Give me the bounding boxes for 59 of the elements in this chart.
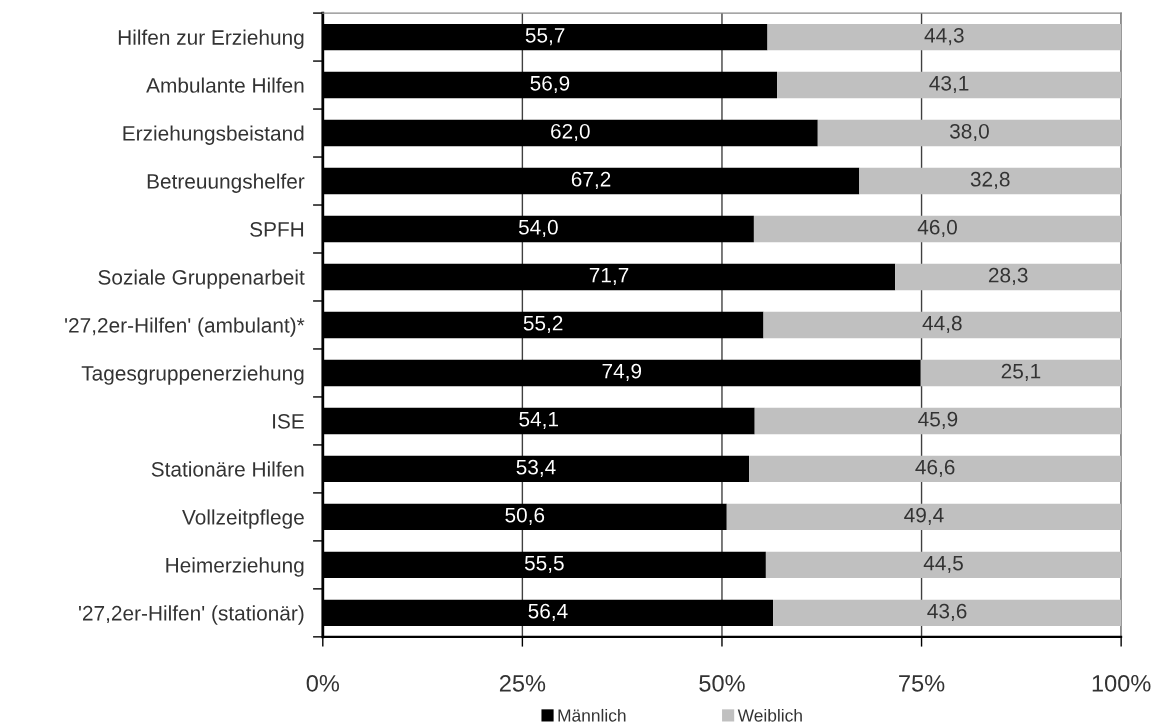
data-label: 55,7 bbox=[525, 28, 565, 46]
data-label: 46,6 bbox=[915, 459, 955, 477]
data-label: 55,5 bbox=[524, 555, 564, 573]
data-label: 54,1 bbox=[519, 411, 559, 429]
bar bbox=[817, 119, 1122, 147]
data-label: 62,0 bbox=[551, 123, 590, 142]
bar bbox=[767, 23, 1122, 51]
bar bbox=[920, 359, 1122, 387]
y-tick-label: Tagesgruppenerziehung bbox=[81, 365, 304, 385]
y-tick-label: ISE bbox=[273, 413, 304, 429]
legend-label: Weiblich bbox=[737, 708, 802, 722]
x-tick-label: 100% bbox=[1092, 674, 1151, 692]
data-label: 44,3 bbox=[924, 27, 964, 46]
x-tick-label: 0% bbox=[306, 674, 340, 692]
x-tick-label: 75% bbox=[899, 675, 945, 692]
y-tick-label: Soziale Gruppenarbeit bbox=[98, 269, 305, 289]
bar bbox=[777, 71, 1122, 99]
x-tick-label: 50% bbox=[699, 674, 745, 692]
bar bbox=[726, 503, 1122, 531]
y-tick-label: Erziehungsbeistand bbox=[123, 125, 304, 145]
data-label: 38,0 bbox=[949, 123, 989, 142]
data-label: 67,2 bbox=[571, 171, 611, 190]
y-tick-label: Vollzeitpflege bbox=[182, 509, 304, 529]
data-label: 45,9 bbox=[918, 411, 958, 429]
data-label: 74,9 bbox=[602, 363, 642, 381]
data-label: 56,9 bbox=[530, 75, 570, 94]
y-tick-label: '27,2er-Hilfen' (ambulant)* bbox=[65, 317, 305, 337]
data-label: 32,8 bbox=[970, 171, 1010, 190]
data-label: 56,4 bbox=[528, 603, 568, 621]
data-label: 43,6 bbox=[927, 603, 967, 621]
y-tick-label: Heimerziehung bbox=[166, 557, 304, 577]
bar bbox=[773, 599, 1122, 627]
y-tick-label: SPFH bbox=[250, 222, 304, 237]
data-label: 28,3 bbox=[988, 267, 1028, 286]
y-tick-label: '27,2er-Hilfen' (stationär) bbox=[79, 605, 304, 625]
bar bbox=[754, 407, 1122, 435]
y-tick-label: Ambulante Hilfen bbox=[146, 77, 304, 93]
bar bbox=[749, 455, 1122, 483]
data-label: 49,4 bbox=[904, 507, 944, 525]
data-label: 54,0 bbox=[518, 219, 558, 238]
data-label: 44,8 bbox=[922, 315, 962, 334]
legend-label: Männlich bbox=[558, 708, 626, 722]
bar bbox=[753, 215, 1122, 243]
bar bbox=[859, 167, 1122, 195]
data-label: 53,4 bbox=[516, 459, 556, 477]
data-label: 71,7 bbox=[589, 268, 629, 286]
bar bbox=[763, 311, 1122, 339]
data-label: 25,1 bbox=[1001, 363, 1041, 381]
y-tick-label: Stationäre Hilfen bbox=[151, 461, 304, 477]
data-label: 44,5 bbox=[923, 555, 963, 573]
bar bbox=[895, 263, 1122, 291]
y-tick-label: Betreuungshelfer bbox=[147, 173, 305, 193]
bar bbox=[765, 551, 1122, 579]
y-tick-label: Hilfen zur Erziehung bbox=[118, 29, 304, 49]
data-label: 43,1 bbox=[929, 75, 969, 94]
x-tick-label: 25% bbox=[499, 674, 546, 692]
data-label: 55,2 bbox=[523, 315, 563, 334]
data-label: 46,0 bbox=[917, 219, 957, 238]
data-label: 50,6 bbox=[505, 507, 545, 525]
